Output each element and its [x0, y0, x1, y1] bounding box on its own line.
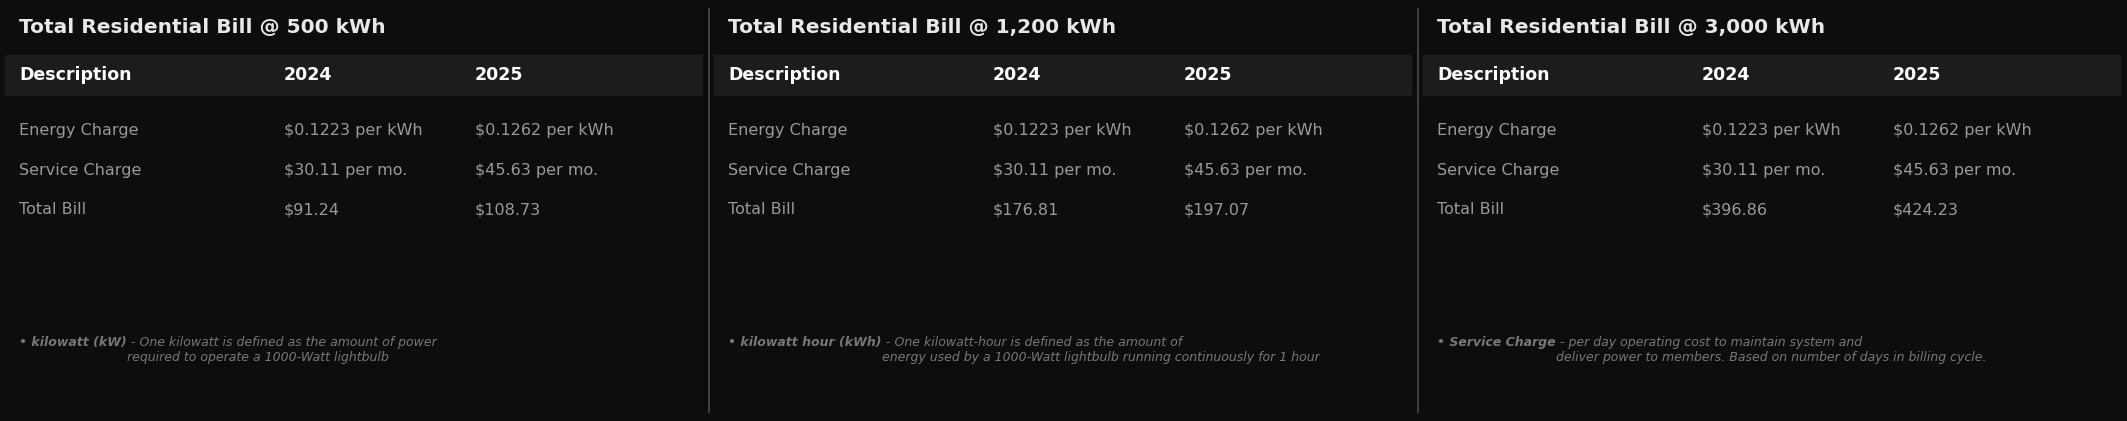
Text: Total Residential Bill @ 500 kWh: Total Residential Bill @ 500 kWh — [19, 18, 385, 37]
Text: • Service Charge: • Service Charge — [1438, 336, 1555, 349]
Text: $30.11 per mo.: $30.11 per mo. — [283, 163, 406, 178]
Text: Total Bill: Total Bill — [19, 203, 87, 218]
Text: • kilowatt (kW): • kilowatt (kW) — [19, 336, 128, 349]
Text: $0.1262 per kWh: $0.1262 per kWh — [1185, 123, 1323, 138]
Text: • kilowatt hour (kWh): • kilowatt hour (kWh) — [727, 336, 883, 349]
Text: - One kilowatt is defined as the amount of power
required to operate a 1000-Watt: - One kilowatt is defined as the amount … — [128, 336, 436, 364]
Text: - One kilowatt-hour is defined as the amount of
energy used by a 1000-Watt light: - One kilowatt-hour is defined as the am… — [883, 336, 1319, 364]
Text: $424.23: $424.23 — [1893, 203, 1959, 218]
Text: $176.81: $176.81 — [993, 203, 1059, 218]
Text: $0.1262 per kWh: $0.1262 per kWh — [474, 123, 615, 138]
Text: Energy Charge: Energy Charge — [727, 123, 849, 138]
Text: 2025: 2025 — [1185, 66, 1232, 84]
Text: $91.24: $91.24 — [283, 203, 340, 218]
Text: - per day operating cost to maintain system and
deliver power to members. Based : - per day operating cost to maintain sys… — [1555, 336, 1987, 364]
Text: Description: Description — [1438, 66, 1551, 84]
Text: $197.07: $197.07 — [1185, 203, 1251, 218]
Text: 2025: 2025 — [474, 66, 523, 84]
Text: 2024: 2024 — [993, 66, 1040, 84]
Bar — [4, 55, 702, 95]
Text: $45.63 per mo.: $45.63 per mo. — [1185, 163, 1308, 178]
Text: $0.1223 per kWh: $0.1223 per kWh — [1702, 123, 1840, 138]
Text: Service Charge: Service Charge — [19, 163, 143, 178]
Text: Energy Charge: Energy Charge — [1438, 123, 1557, 138]
Text: $0.1223 per kWh: $0.1223 per kWh — [283, 123, 423, 138]
Text: $45.63 per mo.: $45.63 per mo. — [1893, 163, 2016, 178]
Text: Total Residential Bill @ 1,200 kWh: Total Residential Bill @ 1,200 kWh — [727, 18, 1117, 37]
Text: $45.63 per mo.: $45.63 per mo. — [474, 163, 598, 178]
Text: $0.1223 per kWh: $0.1223 per kWh — [993, 123, 1132, 138]
Text: 2024: 2024 — [1702, 66, 1751, 84]
Text: $0.1262 per kWh: $0.1262 per kWh — [1893, 123, 2031, 138]
Text: Description: Description — [19, 66, 132, 84]
Text: 2024: 2024 — [283, 66, 332, 84]
Text: Description: Description — [727, 66, 840, 84]
Text: Service Charge: Service Charge — [727, 163, 851, 178]
Text: $30.11 per mo.: $30.11 per mo. — [1702, 163, 1825, 178]
Text: 2025: 2025 — [1893, 66, 1942, 84]
Text: $396.86: $396.86 — [1702, 203, 1768, 218]
Text: $108.73: $108.73 — [474, 203, 540, 218]
Text: $30.11 per mo.: $30.11 per mo. — [993, 163, 1117, 178]
Text: Total Residential Bill @ 3,000 kWh: Total Residential Bill @ 3,000 kWh — [1438, 18, 1825, 37]
Text: Service Charge: Service Charge — [1438, 163, 1559, 178]
Text: Total Bill: Total Bill — [727, 203, 795, 218]
Bar — [715, 55, 1410, 95]
Text: Total Bill: Total Bill — [1438, 203, 1504, 218]
Text: Energy Charge: Energy Charge — [19, 123, 138, 138]
Bar — [1423, 55, 2121, 95]
